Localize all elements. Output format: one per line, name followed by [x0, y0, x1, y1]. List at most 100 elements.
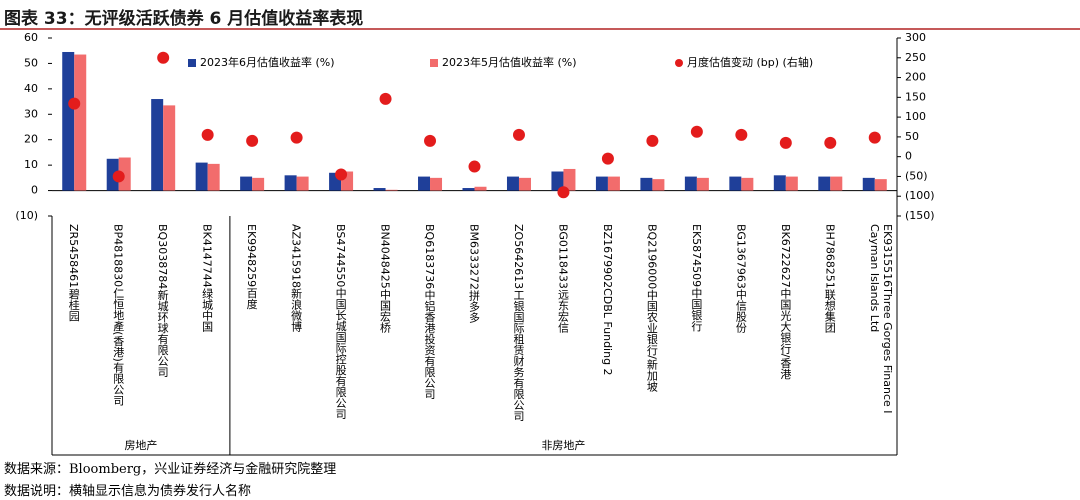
change-dot: [335, 168, 348, 181]
bar: [874, 179, 887, 191]
explain-note: 数据说明：横轴显示信息为债券发行人名称: [4, 484, 252, 499]
bar: [595, 176, 608, 191]
bar: [640, 177, 653, 191]
change-dot: [379, 92, 392, 105]
bar: [518, 177, 531, 191]
bar: [830, 176, 843, 191]
bar: [240, 176, 253, 191]
x-tick-label: BQ2196000中国农业银行/新加坡: [645, 224, 659, 392]
x-tick-label: AZ3415918新浪微博: [289, 224, 303, 333]
y2-tick-label: 0: [905, 150, 912, 163]
bar: [74, 54, 87, 191]
y2-tick-label: 100: [905, 110, 926, 123]
y-tick-label: 60: [24, 31, 38, 44]
x-tick-label: BG1367963中信股份: [734, 224, 748, 333]
x-tick-label: ZO5642613工银国际租赁财务有限公司: [511, 224, 525, 422]
bar: [551, 171, 564, 191]
bar: [296, 176, 309, 191]
figure-title: 图表 33：无评级活跃债券 6 月估值收益率表现: [4, 9, 364, 29]
y2-tick-label: 150: [905, 90, 926, 103]
bar: [607, 176, 620, 191]
x-tick-label: BQ3038784新城环球有限公司: [156, 224, 170, 378]
x-tick-label: EK9948259百度: [245, 224, 259, 310]
bar: [373, 188, 386, 191]
bar: [684, 176, 697, 191]
change-dot: [112, 170, 125, 183]
change-dot: [690, 125, 703, 138]
y2-tick-label: (50): [905, 169, 928, 182]
x-tick-label: BS4744550中国长城国际控股有限公司: [334, 224, 348, 420]
bar: [741, 177, 754, 191]
bar: [195, 162, 208, 191]
bar: [106, 158, 119, 191]
x-tick-label: BH7868251联想集团: [823, 224, 837, 333]
bar: [62, 51, 75, 191]
x-tick-label: BM6333272拼多多: [467, 224, 481, 324]
change-dot: [290, 131, 303, 144]
change-dot: [868, 131, 881, 144]
group-label: 房地产: [124, 438, 157, 452]
bar: [385, 189, 398, 191]
x-tick-label: BK4147744绿城中国: [200, 224, 214, 332]
legend-label: 2023年6月估值收益率 (%): [200, 55, 335, 69]
change-dot: [68, 97, 81, 110]
change-dot: [557, 186, 570, 199]
y-tick-label: 30: [24, 107, 38, 120]
y2-tick-label: 50: [905, 130, 919, 143]
bar: [284, 175, 297, 191]
bar: [563, 168, 576, 191]
y-tick-label: 50: [24, 56, 38, 69]
bar: [252, 177, 265, 191]
bar: [785, 176, 798, 191]
x-tick-label: BK6722627中国光大银行/香港: [778, 224, 792, 380]
change-dot: [824, 136, 837, 149]
change-dot: [601, 152, 614, 165]
bar: [151, 99, 164, 191]
change-dot: [512, 128, 525, 141]
bar: [474, 186, 487, 191]
bar: [862, 177, 875, 191]
y-tick-label: 10: [24, 158, 38, 171]
bar: [163, 105, 176, 191]
y-tick-label: 40: [24, 82, 38, 95]
change-dot: [779, 136, 792, 149]
bar: [207, 163, 220, 191]
bar: [773, 175, 786, 191]
x-tick-label: BG0118433远东宏信: [556, 224, 570, 333]
legend-swatch: [430, 59, 438, 67]
y2-tick-label: (100): [905, 189, 935, 202]
x-tick-label: EK9315516Three Gorges Finance I Cayman I…: [867, 224, 894, 414]
y-tick-label: (10): [15, 209, 38, 222]
x-tick-label: EK5874509中国银行: [689, 224, 703, 332]
change-dot: [246, 134, 259, 147]
bar: [118, 157, 131, 191]
change-dot: [424, 134, 437, 147]
bar: [729, 176, 742, 191]
bar: [818, 176, 831, 191]
legend-label: 2023年5月估值收益率 (%): [442, 55, 577, 69]
bar: [696, 177, 709, 191]
change-dot: [201, 128, 214, 141]
legend-swatch: [188, 59, 196, 67]
x-tick-label: BZ1679902CDBL Funding 2: [600, 224, 614, 376]
y-tick-label: 20: [24, 133, 38, 146]
y2-tick-label: 200: [905, 71, 926, 84]
x-tick-label: ZR5458461碧桂园: [67, 224, 81, 322]
legend-label: 月度估值变动 (bp) (右轴): [687, 55, 813, 69]
y-tick-label: 0: [31, 184, 38, 197]
x-tick-label: BP4818830仁恒地產(香港)有限公司: [111, 224, 125, 406]
y2-tick-label: 300: [905, 31, 926, 44]
bar: [430, 177, 443, 191]
bar: [418, 176, 431, 191]
source-note: 数据来源：Bloomberg，兴业证券经济与金融研究院整理: [4, 462, 337, 477]
change-dot: [468, 160, 481, 173]
y2-tick-label: (150): [905, 209, 935, 222]
y2-tick-label: 250: [905, 51, 926, 64]
change-dot: [646, 134, 659, 147]
bar: [462, 188, 475, 191]
legend-swatch: [675, 59, 683, 67]
change-dot: [735, 128, 748, 141]
bar: [506, 176, 519, 191]
